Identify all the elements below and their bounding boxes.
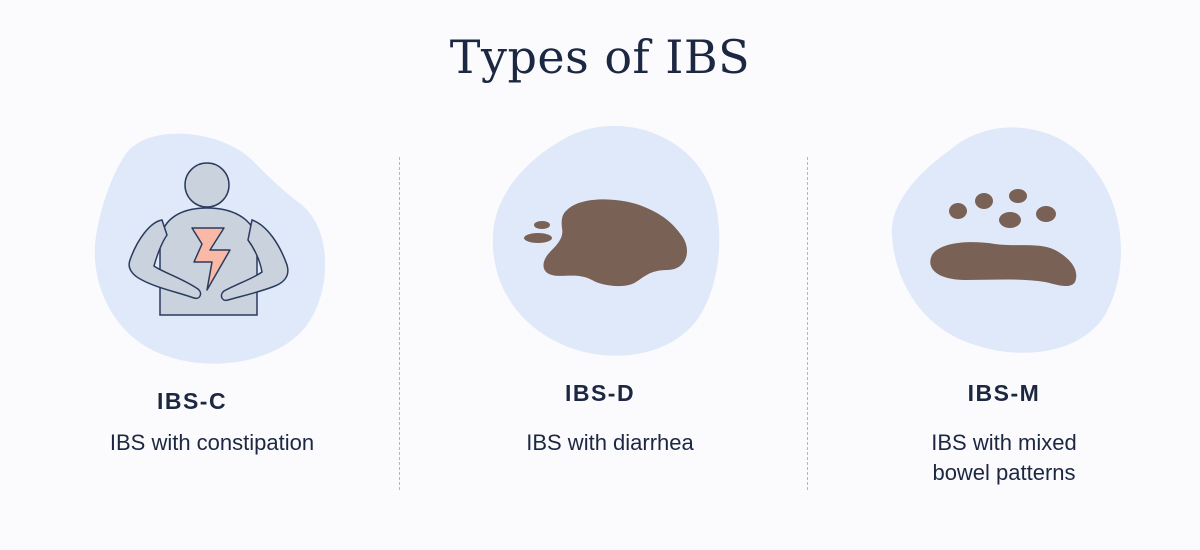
type-description: IBS with mixed bowel patterns xyxy=(931,430,1077,485)
type-label: IBS-D xyxy=(564,380,636,406)
type-label: IBS-C xyxy=(156,388,228,414)
column-divider xyxy=(399,157,400,490)
type-label: IBS-M xyxy=(967,380,1041,406)
person-stomach-pain-icon xyxy=(94,133,326,364)
column-divider xyxy=(807,157,808,490)
page-title: Types of IBS xyxy=(449,30,751,84)
type-description: IBS with constipation xyxy=(109,430,315,455)
type-description: IBS with diarrhea xyxy=(526,430,694,455)
mixed-stool-icon xyxy=(891,127,1122,353)
liquid-stool-icon xyxy=(492,125,720,356)
